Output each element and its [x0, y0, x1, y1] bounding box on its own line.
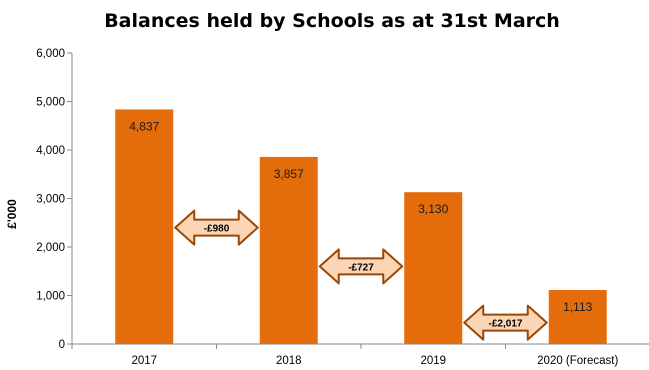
- difference-label: -£727: [348, 262, 374, 273]
- y-tick-label: 2,000: [36, 242, 65, 254]
- data-label: 4,837: [129, 119, 159, 133]
- bar[interactable]: [548, 290, 607, 344]
- difference-label: -£980: [204, 224, 230, 235]
- difference-arrow: [174, 209, 259, 246]
- data-label: 3,130: [418, 202, 448, 216]
- x-tick-label: 2017: [131, 355, 157, 367]
- bar[interactable]: [404, 192, 463, 344]
- plot-area: 0 1,000 2,000 3,000 4,000 5,000 6,000 4,837 2017…: [36, 48, 649, 367]
- data-label: 1,113: [563, 300, 592, 314]
- x-tick-label: 2020 (Forecast): [537, 355, 618, 367]
- y-tick-label: 5,000: [36, 97, 65, 109]
- y-tick-label: 1,000: [36, 291, 65, 303]
- y-tick-label: 3,000: [36, 194, 65, 206]
- difference-arrow: [318, 248, 404, 285]
- data-label: 3,857: [274, 167, 304, 181]
- y-tick-label: 4,000: [36, 145, 65, 157]
- y-axis-label: £'000: [5, 199, 19, 229]
- x-tick-label: 2018: [276, 355, 302, 367]
- y-tick-label: 6,000: [36, 48, 65, 60]
- difference-arrow: [463, 304, 548, 341]
- chart-title: Balances held by Schools as at 31st Marc…: [104, 10, 560, 32]
- difference-label: -£2,017: [489, 319, 523, 330]
- bar[interactable]: [115, 109, 174, 344]
- bar[interactable]: [259, 156, 318, 344]
- y-tick-label: 0: [59, 339, 65, 351]
- x-tick-label: 2019: [420, 355, 446, 367]
